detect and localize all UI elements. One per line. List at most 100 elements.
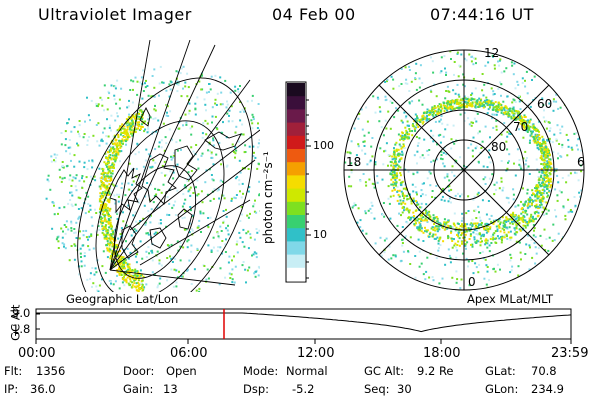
noise-pixel bbox=[558, 143, 561, 145]
noise-pixel bbox=[206, 122, 209, 125]
oval-pixel bbox=[425, 229, 428, 232]
noise-pixel bbox=[526, 192, 529, 195]
noise-pixel bbox=[537, 247, 540, 250]
noise-pixel bbox=[548, 174, 551, 177]
oval-pixel bbox=[503, 112, 506, 115]
noise-pixel bbox=[168, 214, 171, 216]
noise-pixel bbox=[116, 193, 119, 196]
noise-pixel bbox=[210, 174, 213, 176]
noise-pixel bbox=[167, 115, 170, 117]
arc-pixel bbox=[98, 198, 101, 201]
noise-pixel bbox=[444, 67, 446, 70]
oval-pixel bbox=[496, 108, 499, 111]
noise-pixel bbox=[511, 64, 514, 67]
noise-pixel bbox=[201, 132, 204, 135]
noise-pixel bbox=[489, 136, 491, 139]
noise-pixel bbox=[166, 279, 169, 282]
noise-pixel bbox=[73, 243, 76, 246]
arc-pixel bbox=[119, 250, 121, 253]
noise-pixel bbox=[120, 150, 123, 153]
noise-pixel bbox=[393, 116, 396, 119]
noise-pixel bbox=[257, 265, 260, 268]
arc-pixel bbox=[118, 273, 121, 276]
noise-pixel bbox=[60, 227, 63, 230]
arc-pixel bbox=[102, 201, 104, 204]
noise-pixel bbox=[423, 182, 425, 185]
arc-pixel bbox=[100, 194, 103, 197]
oval-pixel bbox=[524, 126, 527, 129]
noise-pixel bbox=[255, 270, 258, 273]
noise-pixel bbox=[533, 242, 536, 245]
noise-pixel bbox=[75, 189, 78, 192]
noise-pixel bbox=[160, 222, 162, 225]
oval-pixel bbox=[537, 140, 539, 143]
oval-pixel bbox=[537, 148, 540, 151]
noise-pixel bbox=[562, 206, 565, 209]
oval-pixel bbox=[412, 211, 415, 214]
noise-pixel bbox=[344, 208, 347, 211]
oval-pixel bbox=[446, 109, 449, 112]
noise-pixel bbox=[352, 204, 355, 207]
noise-pixel bbox=[100, 98, 103, 101]
noise-pixel bbox=[356, 266, 358, 269]
oval-pixel bbox=[456, 244, 459, 246]
noise-pixel bbox=[153, 108, 156, 111]
oval-pixel bbox=[510, 110, 513, 113]
right-map-caption: Apex MLat/MLT bbox=[467, 292, 554, 306]
noise-pixel bbox=[185, 123, 188, 126]
noise-pixel bbox=[145, 79, 147, 82]
noise-pixel bbox=[197, 295, 199, 297]
noise-pixel bbox=[430, 129, 433, 132]
noise-pixel bbox=[426, 177, 429, 180]
noise-pixel bbox=[451, 165, 454, 168]
oval-pixel bbox=[497, 109, 500, 112]
noise-pixel bbox=[388, 245, 391, 248]
noise-pixel bbox=[243, 245, 246, 248]
noise-pixel bbox=[350, 76, 353, 79]
noise-pixel bbox=[572, 56, 575, 59]
noise-pixel bbox=[571, 88, 574, 90]
noise-pixel bbox=[377, 274, 380, 277]
oval-pixel bbox=[547, 148, 549, 151]
noise-pixel bbox=[364, 181, 367, 184]
oval-pixel bbox=[534, 199, 537, 202]
noise-pixel bbox=[119, 160, 121, 163]
arc-pixel bbox=[116, 146, 119, 148]
noise-pixel bbox=[147, 94, 150, 97]
noise-pixel bbox=[255, 211, 258, 214]
noise-pixel bbox=[60, 180, 63, 183]
noise-pixel bbox=[145, 148, 148, 151]
noise-pixel bbox=[416, 150, 419, 153]
noise-pixel bbox=[426, 149, 429, 152]
oval-pixel bbox=[476, 103, 479, 106]
noise-pixel bbox=[446, 85, 449, 88]
arc-pixel bbox=[116, 269, 119, 272]
oval-pixel bbox=[483, 228, 486, 231]
noise-pixel bbox=[53, 159, 55, 162]
noise-pixel bbox=[419, 64, 422, 67]
noise-pixel bbox=[163, 149, 166, 152]
noise-pixel bbox=[481, 89, 484, 92]
noise-pixel bbox=[486, 104, 489, 107]
noise-pixel bbox=[533, 59, 536, 62]
noise-pixel bbox=[514, 218, 517, 221]
noise-pixel bbox=[580, 189, 583, 192]
noise-pixel bbox=[584, 72, 586, 74]
noise-pixel bbox=[548, 102, 551, 105]
noise-pixel bbox=[355, 70, 358, 73]
arc-pixel bbox=[130, 274, 133, 277]
noise-pixel bbox=[83, 180, 86, 183]
noise-pixel bbox=[503, 70, 506, 73]
noise-pixel bbox=[418, 86, 421, 89]
noise-pixel bbox=[424, 230, 426, 233]
noise-pixel bbox=[258, 229, 260, 232]
arc-pixel bbox=[136, 124, 139, 127]
noise-pixel bbox=[512, 73, 515, 76]
noise-pixel bbox=[98, 284, 101, 287]
oval-pixel bbox=[503, 109, 506, 112]
noise-pixel bbox=[583, 275, 584, 278]
oval-pixel bbox=[461, 232, 463, 235]
noise-pixel bbox=[162, 122, 165, 125]
noise-pixel bbox=[234, 265, 237, 268]
noise-pixel bbox=[107, 90, 110, 93]
